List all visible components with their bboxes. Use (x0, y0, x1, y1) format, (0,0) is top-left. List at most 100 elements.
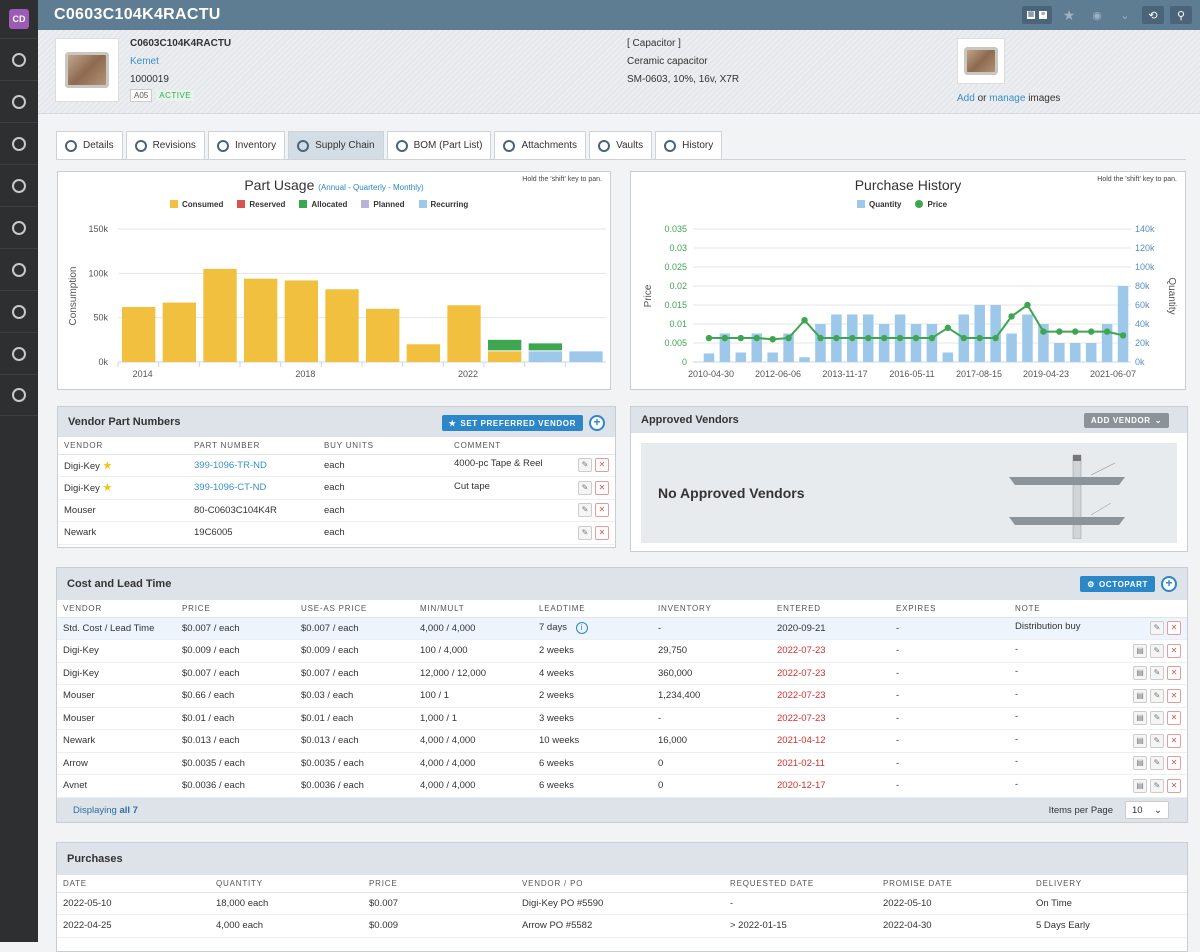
table-row[interactable]: Newark 19C6005 each ✎ ✕ (58, 521, 615, 545)
vendor-part-number[interactable]: 399-1096-CT-ND (194, 482, 267, 494)
table-row[interactable]: 2022-05-10 18,000 each $0.007 Digi-Key PO #… (57, 892, 1187, 915)
delete-icon[interactable]: ✕ (1167, 711, 1181, 726)
items-per-page-select[interactable]: 10 ⌄ (1125, 801, 1169, 819)
legend-item[interactable]: Price (915, 200, 947, 209)
document-icon[interactable]: ▤ (1133, 666, 1147, 681)
add-vendor-button[interactable]: ADD VENDOR ⌄ (1083, 413, 1169, 428)
info-icon[interactable]: i (575, 622, 588, 635)
document-icon[interactable]: ▤ (1133, 778, 1147, 793)
part-number-cell[interactable]: 399-1096-TR-ND (188, 454, 318, 477)
sidebar-item-costs[interactable] (0, 332, 38, 374)
purchase-history-chart[interactable]: Hold the 'shift' key to pan. Purchase Hi… (630, 171, 1186, 390)
grid-view-icon[interactable]: ▦ (1026, 10, 1036, 20)
legend-item[interactable]: Allocated (299, 200, 347, 209)
sidebar-item-builds[interactable] (0, 164, 38, 206)
eye-icon[interactable]: ◉ (1092, 9, 1102, 22)
edit-icon[interactable]: ✎ (578, 525, 592, 540)
vendor-part-number[interactable]: 399-1096-TR-ND (194, 459, 267, 471)
add-image-link[interactable]: Add (957, 93, 975, 104)
usage-bar (528, 343, 563, 351)
tab-bom[interactable]: BOM (Part List) (386, 131, 492, 159)
delete-icon[interactable]: ✕ (1167, 733, 1181, 748)
edit-icon[interactable]: ✎ (1150, 733, 1164, 748)
legend-item[interactable]: Recurring (418, 200, 468, 209)
document-icon[interactable]: ▤ (1133, 733, 1147, 748)
add-cost-button[interactable]: + (1161, 576, 1177, 592)
part-number-cell[interactable]: 399-1096-CT-ND (188, 476, 318, 500)
list-view-icon[interactable]: ≡ (1038, 10, 1048, 20)
table-row[interactable]: Digi-Key $0.009 / each $0.009 / each 100 / … (57, 639, 1187, 663)
add-vendor-part-button[interactable]: + (589, 415, 605, 431)
tab-attachments[interactable]: Attachments (494, 131, 587, 159)
table-row[interactable]: Avnet $0.0036 / each $0.0036 / each 4,000 /… (57, 774, 1187, 798)
legend-item[interactable]: Consumed (170, 200, 223, 209)
document-icon[interactable]: ▤ (1133, 756, 1147, 771)
edit-icon[interactable]: ✎ (1150, 756, 1164, 771)
part-usage-chart[interactable]: Hold the 'shift' key to pan. Part Usage … (57, 171, 611, 390)
document-icon[interactable]: ▤ (1133, 688, 1147, 703)
part-thumbnail[interactable] (55, 38, 119, 102)
octopart-button[interactable]: ⚙ OCTOPART (1080, 576, 1155, 592)
quick-search-icon[interactable]: ⟲ (1142, 6, 1164, 24)
edit-icon[interactable]: ✎ (1150, 778, 1164, 793)
edit-icon[interactable]: ✎ (1150, 643, 1164, 658)
table-row[interactable]: 2022-04-25 4,000 each $0.009 Arrow PO #5582… (57, 914, 1187, 938)
legend-item[interactable]: Planned (361, 200, 405, 209)
table-row[interactable]: Digi-Key ★ 399-1096-TR-ND each 4000-pc Tape… (58, 454, 615, 477)
legend-item[interactable]: Reserved (237, 200, 285, 209)
chevron-down-icon[interactable]: ⌄ (1120, 9, 1130, 22)
table-row[interactable]: Mouser $0.66 / each $0.03 / each 100 / 1 2 w… (57, 684, 1187, 708)
period-toggle[interactable]: (Annual - Quarterly - Monthly) (318, 183, 424, 192)
tab-details[interactable]: Details (56, 131, 123, 159)
part-image (65, 52, 109, 88)
edit-icon[interactable]: ✎ (578, 458, 592, 473)
document-icon[interactable]: ▤ (1133, 643, 1147, 658)
edit-icon[interactable]: ✎ (578, 503, 592, 518)
sidebar-item-tools[interactable] (0, 290, 38, 332)
sidebar-item-parts[interactable] (0, 80, 38, 122)
delete-icon[interactable]: ✕ (1167, 621, 1181, 636)
delete-icon[interactable]: ✕ (595, 503, 609, 518)
manage-images-link[interactable]: manage (989, 93, 1026, 104)
edit-icon[interactable]: ✎ (1150, 688, 1164, 703)
edit-icon[interactable]: ✎ (578, 480, 592, 495)
delete-icon[interactable]: ✕ (1167, 666, 1181, 681)
manufacturer-link[interactable]: Kemet (130, 56, 159, 67)
delete-icon[interactable]: ✕ (1167, 688, 1181, 703)
sidebar-item-logout[interactable] (0, 374, 38, 416)
delete-icon[interactable]: ✕ (595, 458, 609, 473)
set-preferred-vendor-button[interactable]: ★ SET PREFERRED VENDOR (441, 415, 583, 431)
table-row[interactable]: Newark $0.013 / each $0.013 / each 4,000 / … (57, 729, 1187, 753)
table-row[interactable]: Digi-Key $0.007 / each $0.007 / each 12,000… (57, 662, 1187, 685)
legend-item[interactable]: Quantity (857, 200, 901, 209)
view-toggle[interactable]: ▦ ≡ (1022, 6, 1052, 24)
tab-history[interactable]: History (655, 131, 723, 159)
delete-icon[interactable]: ✕ (595, 525, 609, 540)
delete-icon[interactable]: ✕ (1167, 778, 1181, 793)
table-row[interactable]: Arrow $0.0035 / each $0.0035 / each 4,000 /… (57, 752, 1187, 775)
tab-vaults[interactable]: Vaults (589, 131, 653, 159)
table-row[interactable]: Mouser 80-C0603C104K4R each ✎ ✕ (58, 499, 615, 522)
sidebar-item-sharing[interactable] (0, 206, 38, 248)
delete-icon[interactable]: ✕ (595, 480, 609, 495)
edit-icon[interactable]: ✎ (1150, 666, 1164, 681)
star-icon[interactable]: ★ (1062, 6, 1076, 23)
table-row[interactable]: Digi-Key ★ 399-1096-CT-ND each Cut tape ✎ ✕ (58, 476, 615, 500)
avatar[interactable]: CD (9, 9, 29, 29)
document-icon[interactable]: ▤ (1133, 711, 1147, 726)
delete-icon[interactable]: ✕ (1167, 756, 1181, 771)
tab-supply-chain[interactable]: Supply Chain (288, 131, 384, 159)
note-cell: Distribution buy ✎ ✕ (1009, 617, 1187, 640)
image-thumbnail[interactable] (957, 38, 1005, 84)
edit-icon[interactable]: ✎ (1150, 711, 1164, 726)
search-icon[interactable]: ⚲ (1170, 6, 1192, 24)
sidebar-item-vendors[interactable] (0, 248, 38, 290)
tab-inventory[interactable]: Inventory (207, 131, 286, 159)
table-row[interactable]: Std. Cost / Lead Time $0.007 / each $0.007… (57, 617, 1187, 640)
delete-icon[interactable]: ✕ (1167, 643, 1181, 658)
tab-revisions[interactable]: Revisions (125, 131, 205, 159)
sidebar-item-inventory[interactable] (0, 122, 38, 164)
sidebar-item-dashboard[interactable] (0, 38, 38, 80)
edit-icon[interactable]: ✎ (1150, 621, 1164, 636)
